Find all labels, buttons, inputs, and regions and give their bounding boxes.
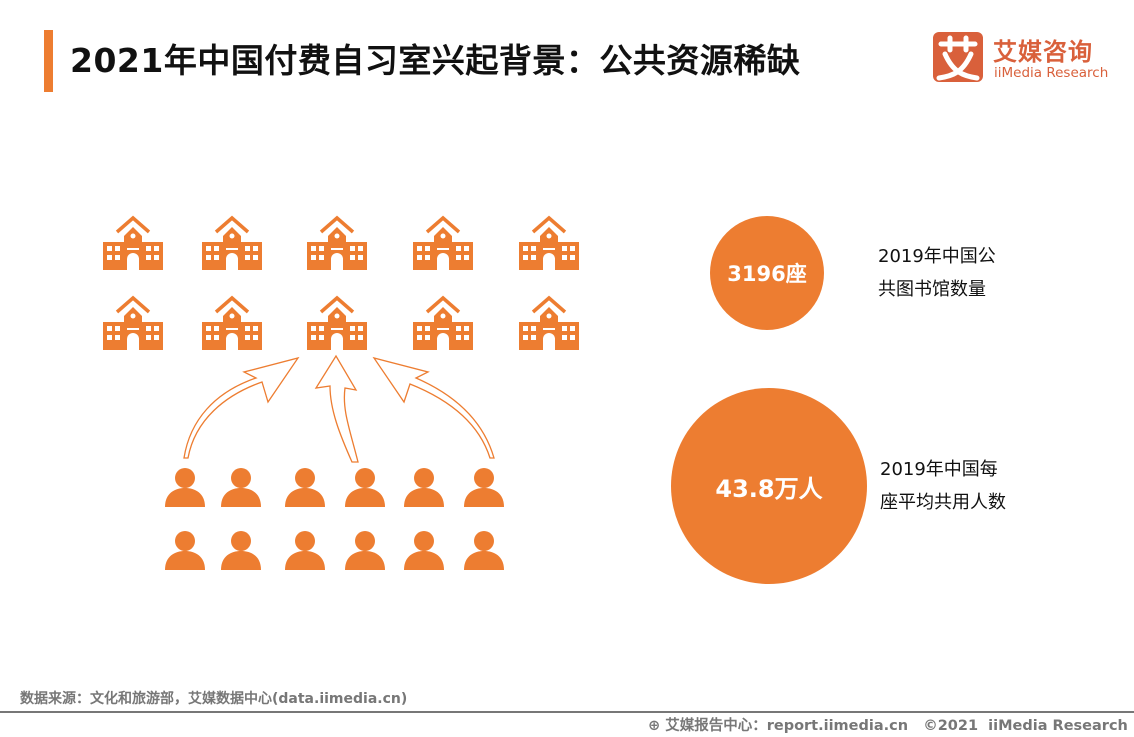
page-title: 2021年中国付费自习室兴起背景：公共资源稀缺 — [70, 41, 801, 80]
curved-arrow-icon — [314, 354, 359, 463]
label-line: 2019年中国每 — [880, 459, 998, 480]
logo-mark — [933, 32, 983, 82]
footer-divider — [0, 711, 1134, 713]
source-note: 数据来源：文化和旅游部，艾媒数据中心(data.iimedia.cn) — [20, 691, 408, 707]
school-building-icon — [200, 216, 264, 272]
curved-arrow-icon — [183, 356, 300, 459]
footer: ⊕ 艾媒报告中心：report.iimedia.cn ©2021 iiMedia… — [648, 714, 1134, 735]
person-icon — [404, 468, 444, 507]
person-icon — [464, 531, 504, 570]
label-line: 座平均共用人数 — [880, 492, 1006, 513]
person-icon — [165, 531, 205, 570]
label-line: 共图书馆数量 — [878, 279, 986, 300]
globe-cursor-icon: ⊕ — [648, 718, 666, 734]
person-icon — [165, 468, 205, 507]
person-icon — [404, 531, 444, 570]
school-building-icon — [305, 296, 369, 352]
title-accent-bar — [44, 30, 53, 92]
logo-name-cn: 艾媒咨询 — [993, 38, 1093, 66]
person-icon — [345, 531, 385, 570]
school-building-icon — [411, 296, 475, 352]
person-icon — [221, 531, 261, 570]
library-count-circle: 3196座 — [710, 216, 824, 330]
person-icon — [285, 468, 325, 507]
curved-arrow-icon — [372, 356, 495, 459]
library-count-label: 2019年中国公 共图书馆数量 — [878, 240, 1028, 306]
person-icon — [345, 468, 385, 507]
logo-name-en: iiMedia Research — [994, 65, 1109, 81]
school-building-icon — [305, 216, 369, 272]
logo: 艾媒咨询 iiMedia Research — [933, 32, 1123, 84]
school-building-icon — [101, 216, 165, 272]
people-per-library-label: 2019年中国每 座平均共用人数 — [880, 453, 1030, 519]
footer-text: 艾媒报告中心：report.iimedia.cn ©2021 iiMedia R… — [665, 718, 1134, 734]
label-line: 2019年中国公 — [878, 246, 996, 267]
school-building-icon — [517, 296, 581, 352]
school-building-icon — [101, 296, 165, 352]
people-per-library-circle: 43.8万人 — [671, 388, 867, 584]
school-building-icon — [200, 296, 264, 352]
person-icon — [221, 468, 261, 507]
person-icon — [285, 531, 325, 570]
school-building-icon — [411, 216, 475, 272]
school-building-icon — [517, 216, 581, 272]
person-icon — [464, 468, 504, 507]
